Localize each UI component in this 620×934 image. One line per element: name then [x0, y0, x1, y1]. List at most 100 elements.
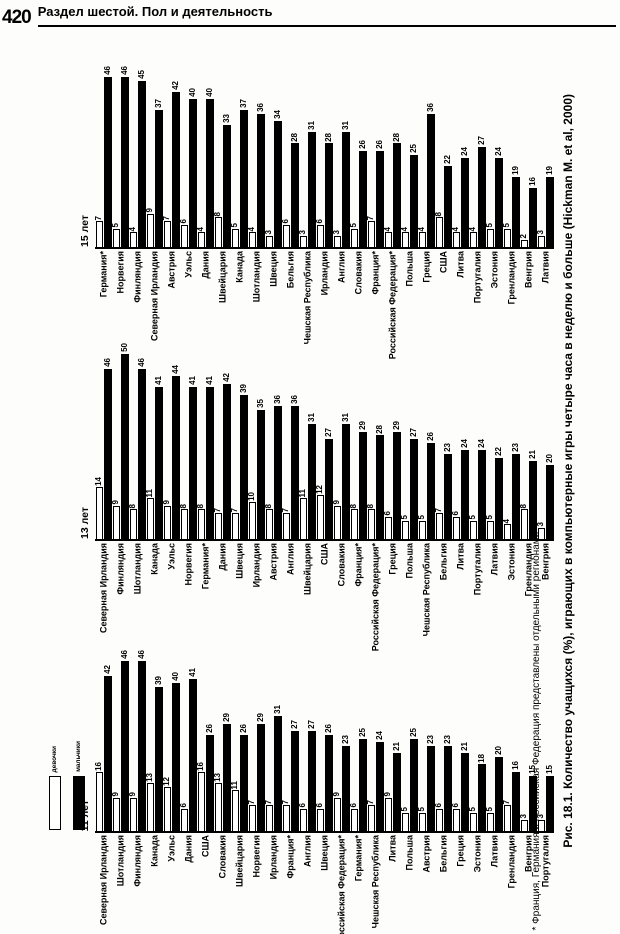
boys-bar: 15: [545, 765, 554, 831]
boys-bar: 25: [409, 728, 418, 831]
girls-bar: 3: [519, 814, 528, 831]
country-group: 8 29 Франция*: [349, 347, 367, 586]
boys-value-label: 22: [442, 154, 452, 164]
girls-value-label: 4: [468, 226, 477, 232]
country-label: Ирландия: [319, 251, 329, 296]
country-label: США: [319, 543, 329, 566]
country-label: Португалия: [472, 543, 482, 596]
country-group: 2 16 Венгрия: [519, 57, 537, 288]
country-label: Уэльс: [166, 543, 176, 570]
girls-value-label: 7: [230, 507, 239, 513]
girls-value-label: 5: [485, 515, 494, 520]
girls-bar: 9: [383, 792, 392, 831]
boys-value-label: 19: [544, 165, 554, 175]
girls-value-label: 5: [417, 515, 426, 520]
country-group: 16 26 США: [196, 639, 214, 857]
country-group: 8 46 Шотландия: [128, 347, 146, 594]
boys-value-label: 41: [204, 376, 214, 386]
legend-girls-swatch: [49, 776, 61, 830]
girls-value-label: 12: [315, 484, 324, 494]
girls-value-label: 3: [264, 230, 273, 235]
boys-value-label: 16: [510, 760, 520, 770]
boys-bar: 28: [375, 425, 384, 539]
girls-value-label: 3: [332, 230, 341, 235]
boys-bar: 23: [443, 735, 452, 831]
country-label: Российская Федерация*: [387, 251, 397, 360]
country-label: Финляндия: [132, 835, 142, 887]
country-label: Литва: [455, 251, 465, 278]
boys-value-label: 35: [255, 398, 265, 408]
country-label: Финляндия: [132, 251, 142, 303]
girls-value-label: 6: [179, 219, 188, 224]
boys-value-label: 19: [510, 165, 520, 175]
boys-value-label: 26: [425, 431, 435, 441]
girls-bar: 6: [349, 803, 358, 831]
boys-bar: 29: [392, 421, 401, 539]
girls-bar: 7: [264, 800, 273, 831]
boys-value-label: 23: [442, 735, 452, 744]
country-label: Шотландия: [251, 251, 261, 303]
boys-value-label: 29: [357, 420, 367, 430]
country-label: Гренландия: [506, 251, 516, 305]
boys-bar: 24: [460, 439, 469, 539]
boys-value-label: 27: [476, 136, 486, 146]
boys-value-label: 28: [391, 132, 401, 142]
boys-value-label: 46: [102, 357, 112, 367]
girls-value-label: 13: [145, 773, 154, 782]
girls-bar: 5: [468, 515, 477, 539]
boys-value-label: 34: [272, 110, 282, 120]
boys-value-label: 25: [408, 143, 418, 153]
country-group: 6 40 Уэльс: [179, 57, 197, 278]
country-group: 6 28 Бельгия: [281, 57, 299, 288]
girls-value-label: 7: [281, 507, 290, 513]
boys-bar: 27: [307, 720, 316, 831]
girls-value-label: 4: [502, 518, 511, 524]
country-group: 3 31 Чешская Республика: [298, 57, 316, 344]
boys-bar: 41: [154, 376, 163, 539]
boys-value-label: 40: [187, 88, 197, 97]
boys-bar: 37: [239, 99, 248, 247]
boys-bar: 26: [324, 724, 333, 831]
legend-boys-swatch: [73, 776, 85, 830]
figure-caption-text: Количество учащихся (%), играющих в комп…: [561, 94, 575, 793]
boys-value-label: 28: [289, 132, 299, 142]
girls-value-label: 8: [366, 503, 375, 509]
country-group: 5 37 Канада: [230, 57, 248, 283]
girls-bar: 5: [230, 223, 239, 247]
girls-value-label: 16: [196, 761, 205, 771]
girls-bar: 5: [485, 515, 494, 539]
boys-bar: 22: [494, 447, 503, 539]
boys-value-label: 22: [493, 446, 503, 456]
country-label: Швейцария: [302, 543, 312, 595]
country-group: 12 40 Уэльс: [162, 639, 180, 862]
boys-value-label: 20: [493, 746, 503, 755]
girls-value-label: 5: [400, 515, 409, 520]
girls-value-label: 9: [145, 208, 154, 213]
boys-value-label: 31: [272, 705, 282, 715]
boys-bar: 36: [290, 395, 299, 539]
country-label: Дания: [183, 835, 193, 863]
boys-value-label: 37: [153, 99, 163, 109]
country-group: 14 46 Северная Ирландия: [94, 347, 112, 633]
boys-bar: 42: [103, 665, 112, 831]
country-label: Англия: [285, 543, 295, 575]
country-group: 12 27 США: [315, 347, 333, 565]
country-label: Англия: [302, 835, 312, 867]
country-label: Канада: [234, 251, 244, 283]
boys-value-label: 41: [187, 376, 197, 386]
boys-bar: 19: [511, 166, 520, 247]
boys-bar: 26: [205, 724, 214, 831]
country-group: 8 41 Германия*: [196, 347, 214, 589]
boys-bar: 23: [426, 735, 435, 831]
country-group: 6 21 Греция: [451, 639, 469, 867]
country-group: 4 23 Эстония: [502, 347, 520, 580]
page-header: 420 Раздел шестой. Пол и деятельность: [0, 0, 620, 27]
boys-bar: 41: [188, 376, 197, 539]
boys-bar: 46: [120, 66, 129, 247]
girls-bar: 6: [315, 803, 324, 831]
boys-bar: 46: [103, 358, 112, 539]
country-group: 5 26 Чешская Республика: [417, 347, 435, 636]
girls-bar: 14: [94, 477, 103, 539]
country-group: 5 24 Португалия: [468, 347, 486, 595]
boys-value-label: 39: [238, 383, 248, 393]
